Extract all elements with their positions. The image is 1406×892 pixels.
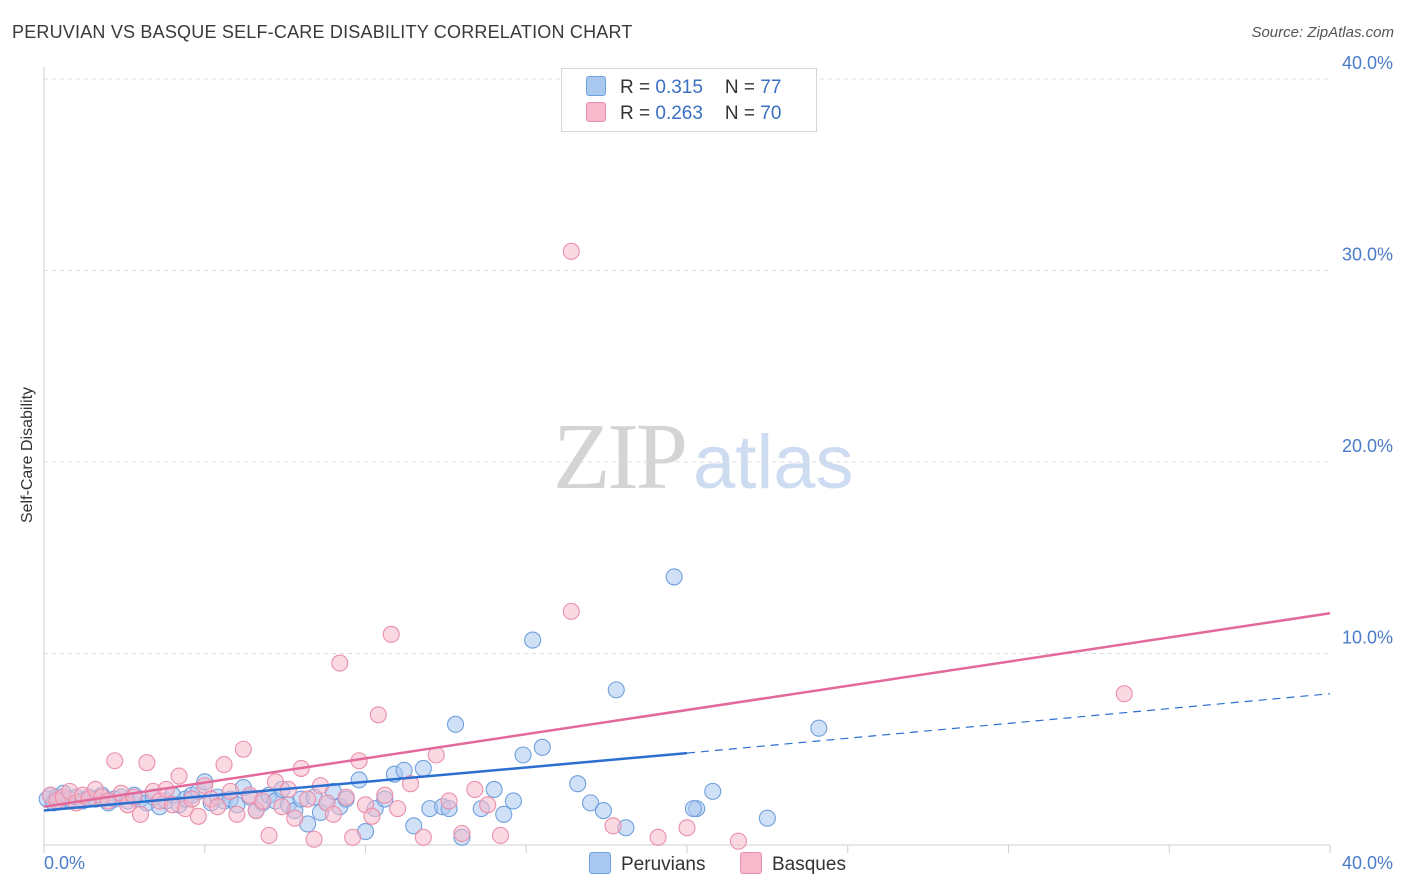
basques-point <box>221 782 240 800</box>
peruvians-point <box>684 800 702 818</box>
basques-point <box>414 828 432 846</box>
basques-point <box>170 767 188 785</box>
peruvians-point <box>405 817 423 835</box>
basques-point <box>337 788 355 806</box>
x-tick-label-max: 40.0% <box>1342 853 1393 873</box>
chart-title: PERUVIAN VS BASQUE SELF-CARE DISABILITY … <box>12 22 633 42</box>
basques-trend-line <box>43 612 1331 808</box>
basques-point <box>189 807 207 825</box>
x-tick-label-min: 0.0% <box>44 853 85 873</box>
y-tick-label: 20.0% <box>1342 436 1393 456</box>
n-label: N = <box>724 103 761 124</box>
basques-legend-swatch <box>740 852 762 874</box>
peruvians-point <box>594 801 612 820</box>
basques-point <box>649 828 667 846</box>
basques-point <box>382 625 400 643</box>
watermark-zip: ZIP <box>553 405 688 509</box>
basques-point <box>678 819 696 837</box>
basques-point <box>401 775 420 793</box>
basques-point <box>479 796 497 814</box>
peruvians-point <box>569 775 587 793</box>
basques-point <box>305 830 323 848</box>
peruvians-point <box>810 719 828 737</box>
basques-point <box>260 826 278 844</box>
basques-point <box>562 602 580 620</box>
n-label: N = <box>724 77 761 98</box>
legend-row-peruvians: R = 0.315 N = 77 <box>586 76 781 100</box>
basques-point <box>376 786 394 804</box>
basques-point <box>453 824 471 843</box>
basques-point <box>299 790 317 808</box>
r-label: R = <box>620 77 656 98</box>
basques-point <box>1115 685 1133 703</box>
basques-point <box>440 792 458 810</box>
y-tick-label: 30.0% <box>1342 245 1393 265</box>
source-label: Source: ZipAtlas.com <box>1251 24 1394 41</box>
peruvians-trend-line <box>43 751 688 812</box>
r-label: R = <box>620 103 656 124</box>
peruvians-point <box>495 805 513 823</box>
peruvians-point <box>533 738 551 756</box>
peruvians-point <box>485 780 503 799</box>
peruvians-point <box>758 809 776 827</box>
peruvians-point <box>581 794 600 812</box>
peruvians-swatch <box>586 76 606 96</box>
correlation-legend: R = 0.315 N = 77 R = 0.263 N = 70 <box>561 68 817 132</box>
series-legend: Peruvians Basques <box>0 852 1406 878</box>
basques-swatch <box>586 102 606 122</box>
peruvians-point <box>350 771 368 789</box>
basques-point <box>604 817 622 835</box>
peruvians-trend-extension <box>686 693 1331 754</box>
peruvians-point <box>514 746 532 764</box>
basques-point <box>273 798 291 816</box>
basques-point <box>209 798 227 816</box>
peruvians-point <box>524 631 542 649</box>
basques-point <box>331 654 349 672</box>
basques-point <box>286 809 304 827</box>
y-tick-label: 10.0% <box>1342 628 1393 648</box>
peruvians-legend-swatch <box>589 852 611 874</box>
r-value-basques: 0.263 <box>655 103 703 124</box>
legend-label-basques: Basques <box>772 854 846 875</box>
y-tick-label: 40.0% <box>1342 53 1393 73</box>
basques-point <box>466 780 484 799</box>
peruvians-point <box>607 681 625 699</box>
peruvians-point <box>414 759 432 777</box>
basques-point <box>369 706 387 724</box>
basques-point <box>324 805 342 823</box>
n-value-basques: 70 <box>760 103 782 124</box>
basques-point <box>344 828 362 846</box>
basques-point <box>729 832 747 850</box>
r-value-peruvians: 0.315 <box>655 77 703 98</box>
watermark: ZIP atlas <box>553 402 854 511</box>
basques-point <box>363 807 381 825</box>
basques-point <box>562 242 580 260</box>
n-value-peruvians: 77 <box>760 77 782 98</box>
legend-label-peruvians: Peruvians <box>621 854 706 875</box>
basques-point <box>254 792 272 810</box>
peruvians-point <box>665 568 683 586</box>
peruvians-point <box>446 715 465 733</box>
legend-item-basques[interactable]: Basques <box>740 852 846 876</box>
basques-point <box>215 756 233 774</box>
basques-point <box>389 800 407 818</box>
legend-row-basques: R = 0.263 N = 70 <box>586 102 781 126</box>
basques-point <box>138 754 156 772</box>
basques-point <box>106 752 124 770</box>
peruvians-point <box>704 782 722 800</box>
basques-point <box>131 805 149 823</box>
basques-point <box>228 805 246 823</box>
legend-item-peruvians[interactable]: Peruvians <box>589 852 706 876</box>
basques-point <box>491 826 510 844</box>
basques-point <box>234 740 252 758</box>
peruvians-point <box>504 792 522 810</box>
